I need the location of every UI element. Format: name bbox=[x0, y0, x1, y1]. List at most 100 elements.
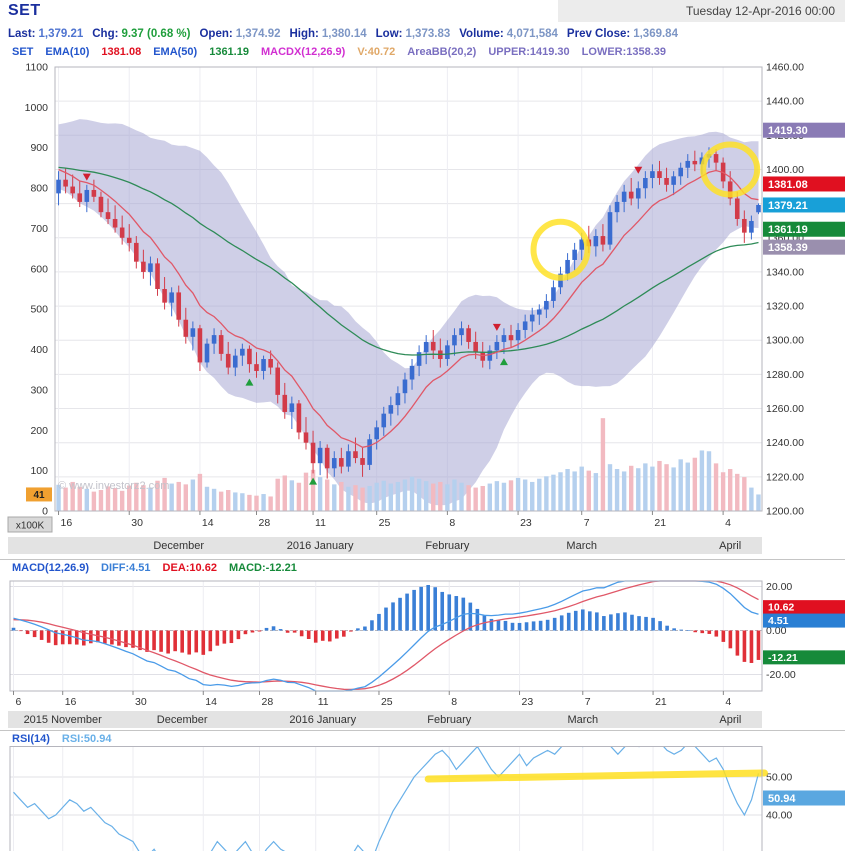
price-axis-label: 1260.00 bbox=[766, 403, 804, 415]
tag-diff-label: 4.51 bbox=[768, 615, 789, 627]
macd-legend: MACD(12,26.9) DIFF:4.51 DEA:10.62 MACD:-12.… bbox=[0, 559, 845, 575]
volume-unit-label: x100K bbox=[16, 521, 45, 532]
rsi-panel[interactable]: 50.00 40.00 50.94 bbox=[0, 746, 845, 851]
watermark: © www.investorz2.com bbox=[58, 480, 169, 492]
month-label: February bbox=[425, 540, 470, 552]
legend-item: DEA:10.62 bbox=[163, 562, 217, 574]
x-tick-label: 23 bbox=[520, 517, 532, 529]
macd-axis-label: 20.00 bbox=[766, 581, 792, 593]
legend-item: 1381.08 bbox=[101, 46, 141, 58]
x-tick-label: 30 bbox=[135, 696, 147, 708]
tag-last-label: 1379.21 bbox=[768, 200, 808, 212]
legend-item: V:40.72 bbox=[357, 46, 395, 58]
price-axis-label: 1400.00 bbox=[766, 164, 804, 176]
volume-axis-label: 0 bbox=[42, 506, 48, 518]
quote-label: Volume: bbox=[459, 28, 504, 40]
price-axis-label: 1300.00 bbox=[766, 335, 804, 347]
main-price-chart[interactable]: 1200.001220.001240.001260.001280.001300.… bbox=[0, 59, 845, 559]
volume-axis-label: 700 bbox=[30, 223, 48, 235]
month-band bbox=[8, 711, 762, 728]
x-tick-label: 4 bbox=[725, 696, 731, 708]
price-axis-label: 1280.00 bbox=[766, 369, 804, 381]
volume-axis-label: 300 bbox=[30, 384, 48, 396]
volume-axis-label: 1000 bbox=[25, 102, 49, 114]
rsi-plot-border bbox=[10, 747, 762, 851]
legend-item: RSI(14) bbox=[12, 733, 50, 745]
price-axis-label: 1200.00 bbox=[766, 506, 804, 518]
rsi-axis-label: 50.00 bbox=[766, 772, 792, 784]
volume-tag-label: 41 bbox=[33, 490, 45, 501]
title-bar: SET Tuesday 12-Apr-2016 00:00 bbox=[0, 0, 845, 24]
price-axis-label: 1320.00 bbox=[766, 301, 804, 313]
x-tick-label: 25 bbox=[379, 517, 391, 529]
quote-bar: Last:1,379.21 Chg:9.37 (0.68 %) Open: 1,374… bbox=[0, 24, 845, 44]
x-tick-label: 8 bbox=[451, 696, 457, 708]
quote-value: 1,373.83 bbox=[405, 28, 450, 40]
quote-label: High: bbox=[289, 28, 318, 40]
legend-item: UPPER:1419.30 bbox=[488, 46, 569, 58]
legend-item: SET bbox=[12, 46, 33, 58]
volume-axis-label: 100 bbox=[30, 465, 48, 477]
price-axis-label: 1460.00 bbox=[766, 62, 804, 74]
x-tick-label: 6 bbox=[16, 696, 22, 708]
month-label: December bbox=[153, 540, 204, 552]
quote-value: 4,071,584 bbox=[507, 28, 558, 40]
price-axis-label: 1340.00 bbox=[766, 266, 804, 278]
x-tick-label: 8 bbox=[449, 517, 455, 529]
volume-axis-label: 900 bbox=[30, 142, 48, 154]
tag-ema10-label: 1381.08 bbox=[768, 179, 808, 191]
rsi-grid bbox=[10, 746, 762, 851]
tag-rsi-label: 50.94 bbox=[768, 793, 796, 805]
month-label: April bbox=[719, 714, 741, 726]
legend-item: 1361.19 bbox=[209, 46, 249, 58]
x-tick-label: 16 bbox=[61, 517, 73, 529]
quote-label: Open: bbox=[199, 28, 232, 40]
quote-label: Chg: bbox=[92, 28, 118, 40]
quote-value: 1,374.92 bbox=[236, 28, 281, 40]
tag-ema50-label: 1361.19 bbox=[768, 224, 808, 236]
legend-item: MACD:-12.21 bbox=[229, 562, 297, 574]
price-axis-label: 1440.00 bbox=[766, 96, 804, 108]
x-tick-label: 7 bbox=[584, 517, 590, 529]
legend-item: AreaBB(20,2) bbox=[407, 46, 476, 58]
symbol-title: SET bbox=[8, 2, 41, 20]
rsi-axis-label: 40.00 bbox=[766, 810, 792, 822]
legend-item: RSI:50.94 bbox=[62, 733, 112, 745]
x-tick-label: 30 bbox=[131, 517, 143, 529]
volume-axis-label: 800 bbox=[30, 183, 48, 195]
quote-value: 1,379.21 bbox=[38, 28, 83, 40]
macd-grid bbox=[10, 581, 762, 691]
month-band bbox=[8, 537, 762, 554]
price-axis-label: 1240.00 bbox=[766, 437, 804, 449]
quote-value: 9.37 (0.68 %) bbox=[121, 28, 190, 40]
macd-axis-label: -20.00 bbox=[766, 669, 796, 681]
quote-label: Last: bbox=[8, 28, 35, 40]
month-label: March bbox=[566, 540, 597, 552]
month-label: March bbox=[568, 714, 599, 726]
volume-axis-label: 600 bbox=[30, 263, 48, 275]
month-label: February bbox=[427, 714, 472, 726]
month-label: December bbox=[157, 714, 208, 726]
x-tick-label: 28 bbox=[258, 517, 270, 529]
x-tick-label: 16 bbox=[65, 696, 77, 708]
month-label: 2016 January bbox=[287, 540, 354, 552]
x-tick-label: 23 bbox=[522, 696, 534, 708]
volume-axis-label: 500 bbox=[30, 304, 48, 316]
x-tick-label: 14 bbox=[205, 696, 217, 708]
x-tick-label: 14 bbox=[202, 517, 214, 529]
tag-bb-lower-label: 1358.39 bbox=[768, 242, 808, 254]
legend-item: DIFF:4.51 bbox=[101, 562, 151, 574]
x-tick-label: 11 bbox=[315, 517, 326, 529]
month-label: April bbox=[719, 540, 741, 552]
legend-item: EMA(50) bbox=[153, 46, 197, 58]
x-tick-label: 21 bbox=[655, 696, 667, 708]
volume-axis-label: 1100 bbox=[25, 62, 48, 74]
x-tick-label: 28 bbox=[261, 696, 273, 708]
rsi-line bbox=[14, 746, 759, 851]
legend-item: MACD(12,26.9) bbox=[12, 562, 89, 574]
x-tick-label: 11 bbox=[318, 696, 329, 708]
month-label: 2015 November bbox=[24, 714, 103, 726]
up-triangle-marker bbox=[309, 478, 317, 485]
